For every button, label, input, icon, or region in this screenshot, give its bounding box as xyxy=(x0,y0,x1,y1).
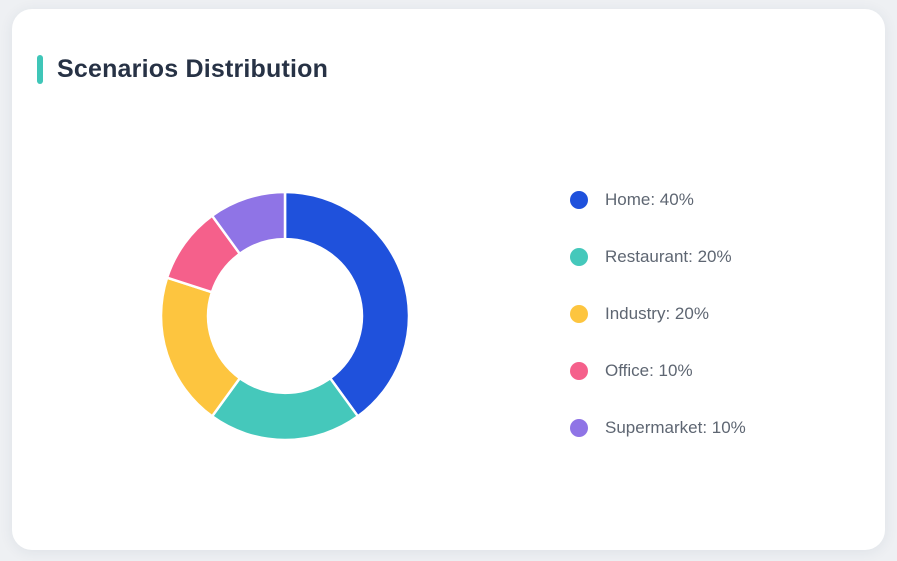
legend-item-industry[interactable]: Industry: 20% xyxy=(570,302,746,326)
legend-dot-icon xyxy=(570,191,588,209)
legend-item-office[interactable]: Office: 10% xyxy=(570,359,746,383)
scenarios-distribution-card: Scenarios Distribution Home: 40% Restaura… xyxy=(12,9,885,550)
legend-label: Supermarket: 10% xyxy=(605,418,746,437)
card-title: Scenarios Distribution xyxy=(57,55,329,83)
legend-dot-icon xyxy=(570,362,588,380)
donut-segment-industry[interactable] xyxy=(159,276,242,418)
card-header: Scenarios Distribution xyxy=(37,55,328,84)
title-accent-bar xyxy=(37,55,43,84)
legend-label: Home: 40% xyxy=(605,190,694,209)
donut-chart xyxy=(155,186,415,446)
donut-segment-supermarket[interactable] xyxy=(210,190,287,256)
legend-label: Industry: 20% xyxy=(605,304,709,323)
legend-dot-icon xyxy=(570,419,588,437)
legend-label: Office: 10% xyxy=(605,361,693,380)
legend-label: Restaurant: 20% xyxy=(605,247,732,266)
legend-dot-icon xyxy=(570,305,588,323)
donut-segment-home[interactable] xyxy=(283,190,411,418)
donut-chart-svg xyxy=(159,190,411,442)
legend-item-home[interactable]: Home: 40% xyxy=(570,188,746,212)
chart-legend: Home: 40% Restaurant: 20% Industry: 20% Off… xyxy=(570,188,746,473)
legend-item-supermarket[interactable]: Supermarket: 10% xyxy=(570,416,746,440)
legend-item-restaurant[interactable]: Restaurant: 20% xyxy=(570,245,746,269)
legend-dot-icon xyxy=(570,248,588,266)
